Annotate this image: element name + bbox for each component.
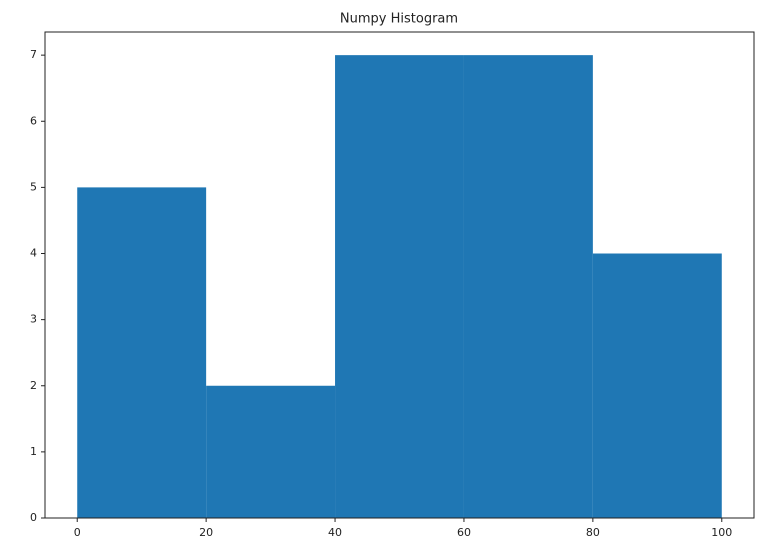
bar bbox=[77, 187, 207, 518]
bar bbox=[335, 55, 464, 519]
y-tick-label: 7 bbox=[30, 48, 37, 61]
y-tick-label: 5 bbox=[30, 180, 37, 193]
x-tick-label: 0 bbox=[74, 526, 81, 539]
bar bbox=[206, 385, 336, 518]
bar bbox=[463, 55, 593, 519]
x-tick-label: 100 bbox=[711, 526, 732, 539]
x-tick-label: 20 bbox=[199, 526, 213, 539]
y-tick-label: 4 bbox=[30, 247, 37, 260]
x-tick-label: 60 bbox=[457, 526, 471, 539]
x-tick-label: 40 bbox=[328, 526, 342, 539]
y-tick-label: 6 bbox=[30, 114, 37, 127]
y-tick-label: 3 bbox=[30, 313, 37, 326]
y-tick-label: 1 bbox=[30, 445, 37, 458]
bar bbox=[592, 253, 722, 519]
y-tick-label: 0 bbox=[30, 511, 37, 524]
x-tick-label: 80 bbox=[586, 526, 600, 539]
y-tick-label: 2 bbox=[30, 379, 37, 392]
plot-frame bbox=[44, 31, 755, 519]
chart-title: Numpy Histogram bbox=[340, 12, 458, 27]
